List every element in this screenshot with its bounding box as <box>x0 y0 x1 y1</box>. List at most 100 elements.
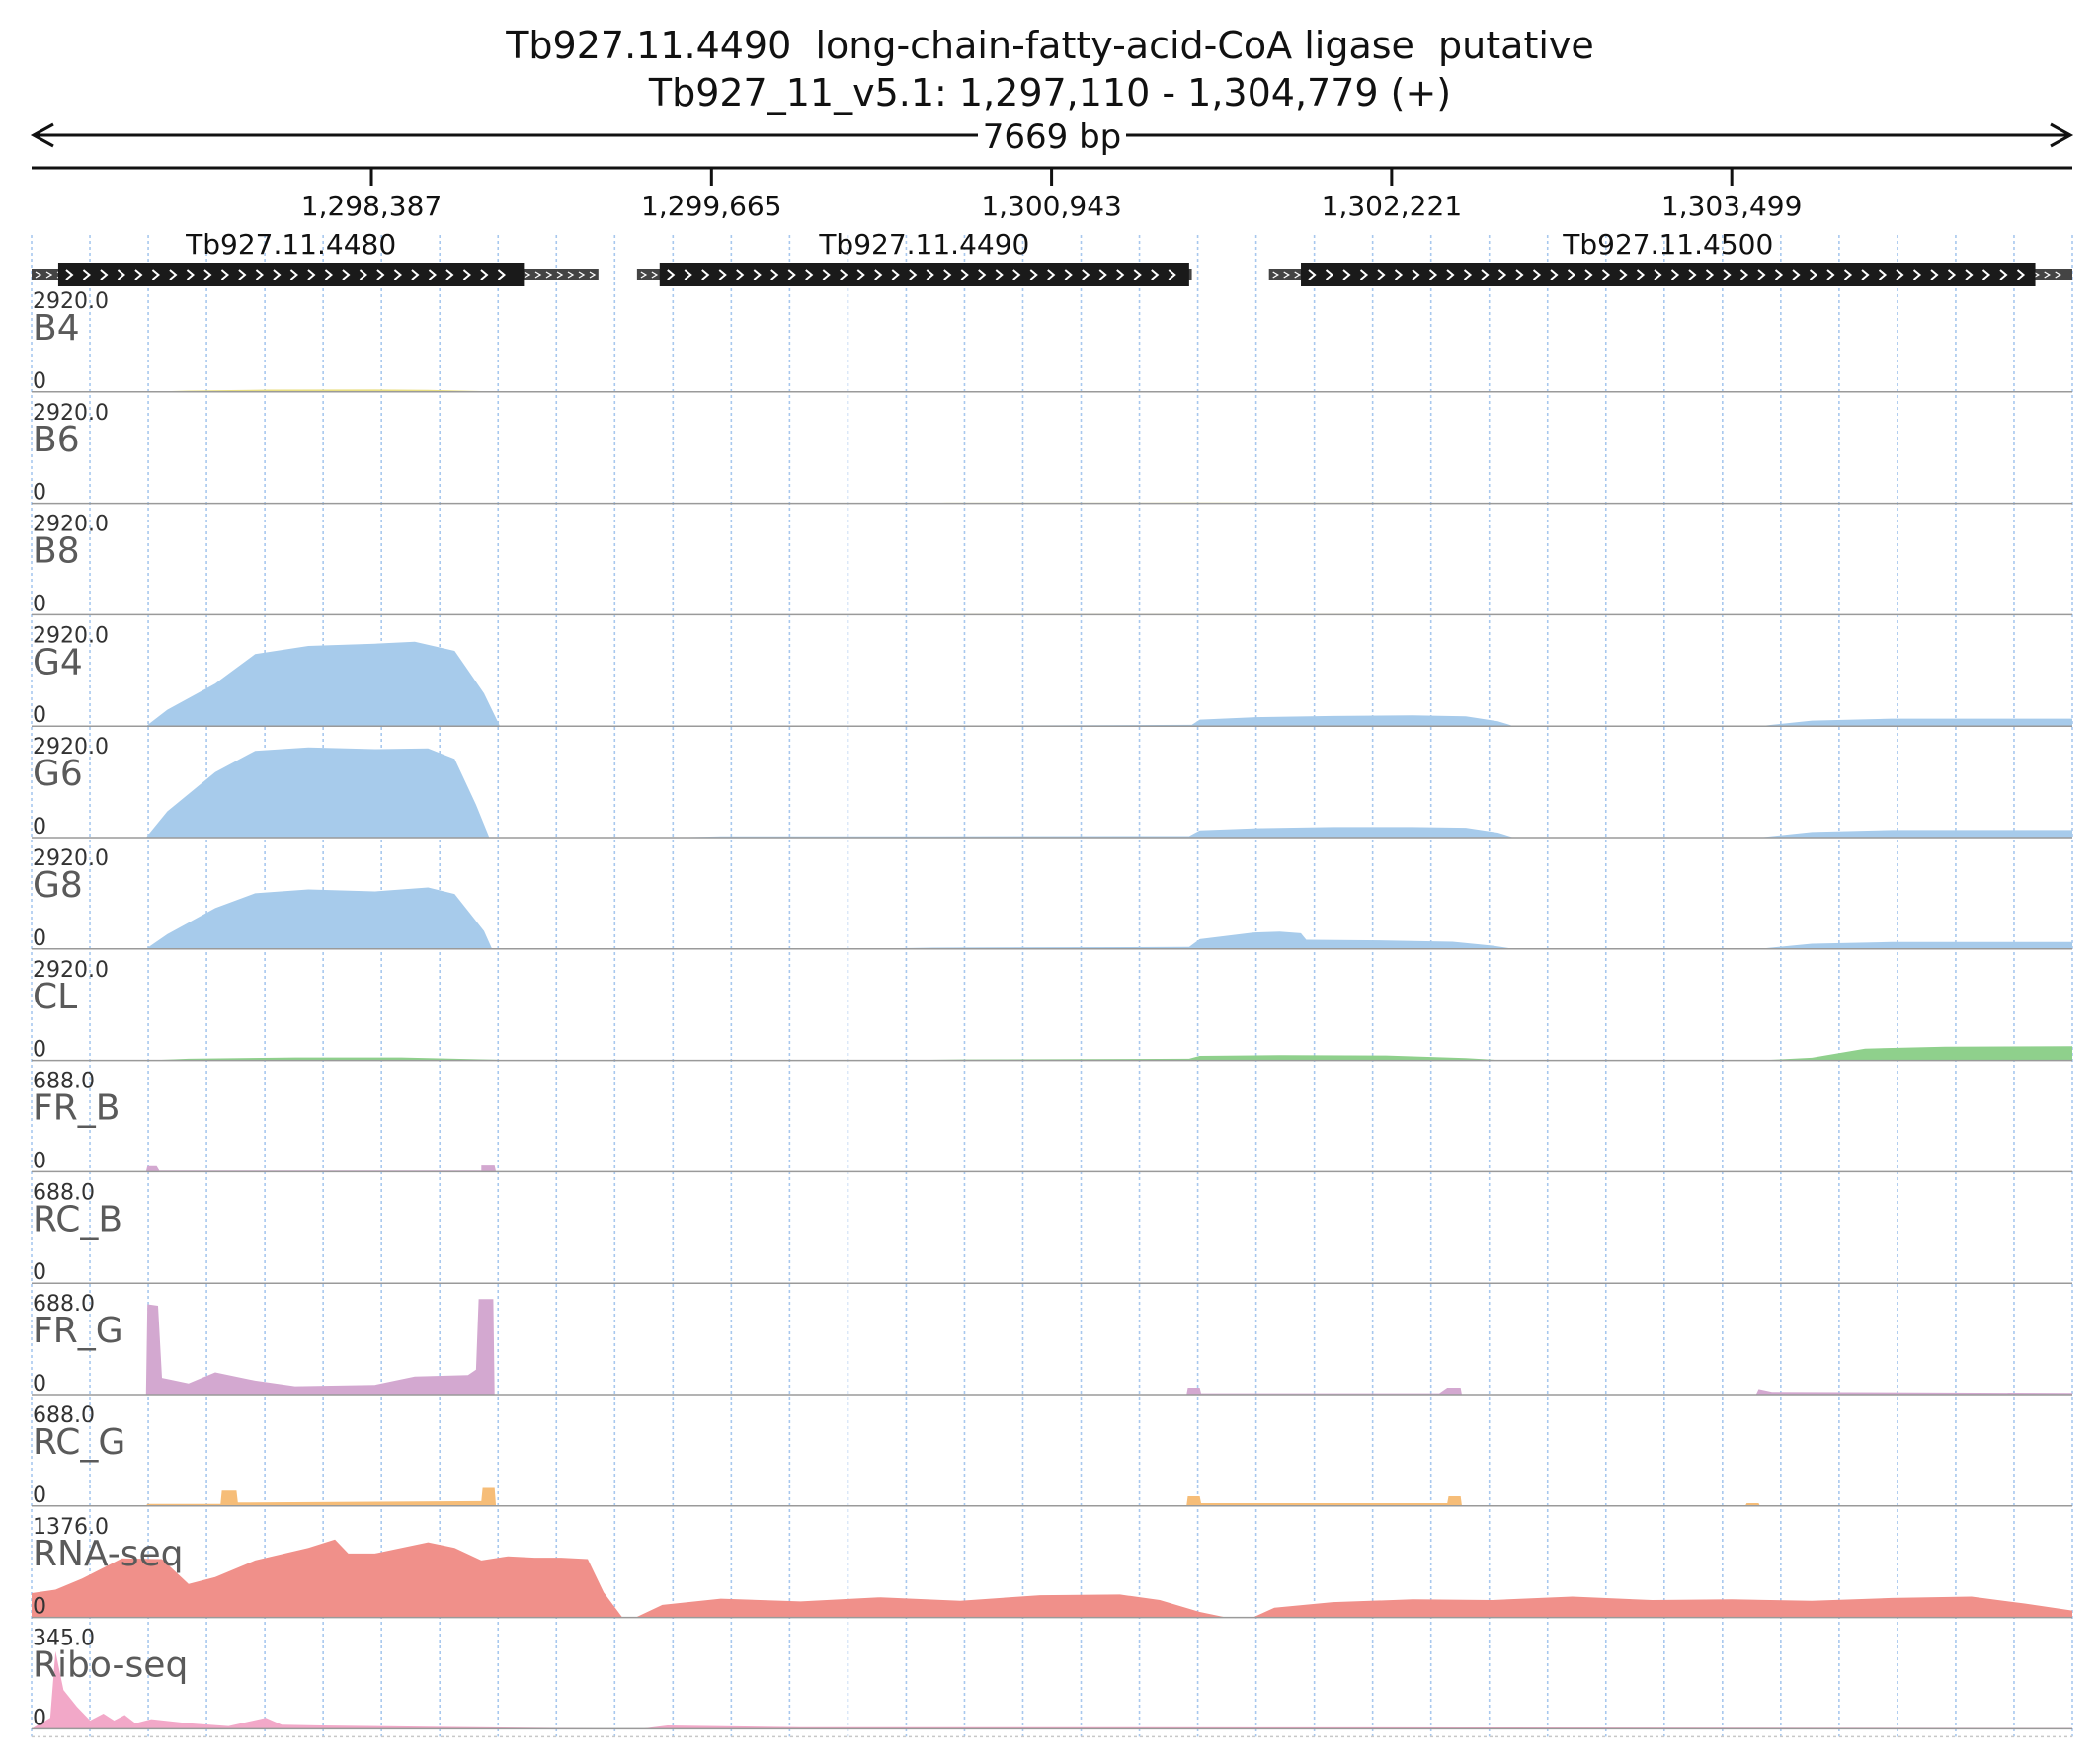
span-label: 7669 bp <box>983 118 1122 157</box>
track-max-label: 345.0 <box>33 1627 95 1651</box>
track-RNA-seq <box>32 1539 2072 1619</box>
strand-chevron-icon <box>1359 269 1369 280</box>
strand-chevron-icon <box>1342 269 1351 280</box>
strand-chevron-icon <box>1377 269 1386 280</box>
strand-chevron-icon <box>545 271 553 279</box>
axis-tick-label: 1,300,943 <box>981 190 1122 222</box>
axis-tick-label: 1,303,499 <box>1661 190 1803 222</box>
track-name-label: FR_B <box>33 1088 120 1129</box>
gene-label: Tb927.11.4480 <box>185 228 396 261</box>
strand-chevron-icon <box>1826 269 1835 280</box>
track-max-label: 688.0 <box>33 1070 95 1094</box>
strand-chevron-icon <box>684 269 692 280</box>
span-arrow-left-icon <box>30 122 54 148</box>
strand-chevron-icon <box>359 269 368 280</box>
strand-chevron-icon <box>909 269 918 280</box>
track-B4 <box>32 389 2072 393</box>
strand-chevron-icon <box>1064 269 1073 280</box>
strand-chevron-icon <box>1792 269 1801 280</box>
track-name-label: FR_G <box>33 1311 123 1351</box>
gene-cds <box>659 263 1189 286</box>
strand-chevron-icon <box>1550 269 1559 280</box>
strand-chevron-icon <box>1981 269 1991 280</box>
track-name-label: B8 <box>33 531 80 572</box>
coverage-area <box>32 641 2072 727</box>
strand-chevron-icon <box>497 269 507 280</box>
track-G6 <box>32 747 2072 839</box>
strand-chevron-icon <box>960 269 969 280</box>
strand-chevron-icon <box>1930 269 1939 280</box>
strand-chevron-icon <box>1082 269 1090 280</box>
strand-chevron-icon <box>1688 269 1697 280</box>
strand-chevron-icon <box>220 269 230 280</box>
strand-chevron-icon <box>1965 269 1974 280</box>
strand-chevron-icon <box>2016 269 2026 280</box>
strand-chevron-icon <box>1896 269 1904 280</box>
track-max-label: 688.0 <box>33 1180 95 1205</box>
track-min-label: 0 <box>33 1260 46 1285</box>
strand-chevron-icon <box>770 269 779 280</box>
strand-chevron-icon <box>1481 269 1490 280</box>
track-max-label: 2920.0 <box>33 958 109 983</box>
track-max-label: 2920.0 <box>33 513 109 537</box>
strand-chevron-icon <box>840 269 848 280</box>
strand-chevron-icon <box>255 269 265 280</box>
strand-chevron-icon <box>342 269 351 280</box>
axis-tick-label: 1,299,665 <box>641 190 782 222</box>
strand-chevron-icon <box>376 269 385 280</box>
track-name-label: G6 <box>33 754 83 794</box>
coverage-area <box>32 1299 2072 1395</box>
strand-chevron-icon <box>35 271 42 279</box>
strand-chevron-icon <box>556 271 564 279</box>
strand-chevron-icon <box>1584 269 1593 280</box>
strand-chevron-icon <box>1757 269 1766 280</box>
strand-chevron-icon <box>1739 269 1749 280</box>
track-min-label: 0 <box>33 369 46 394</box>
track-name-label: B6 <box>33 420 80 460</box>
track-min-label: 0 <box>33 1483 46 1508</box>
strand-chevron-icon <box>393 269 403 280</box>
span-arrow-right-icon <box>2050 122 2074 148</box>
strand-chevron-icon <box>2055 271 2061 279</box>
track-name-label: RC_G <box>33 1422 125 1463</box>
strand-chevron-icon <box>1723 269 1732 280</box>
track-max-label: 688.0 <box>33 1403 95 1428</box>
track-name-label: RC_B <box>33 1199 122 1240</box>
strand-chevron-icon <box>1532 269 1542 280</box>
strand-chevron-icon <box>805 269 814 280</box>
strand-chevron-icon <box>578 271 586 279</box>
gene-cds <box>57 263 525 286</box>
coverage-area <box>32 1650 2072 1729</box>
strand-chevron-icon <box>667 269 676 280</box>
strand-chevron-icon <box>82 269 92 280</box>
strand-chevron-icon <box>100 269 109 280</box>
track-max-label: 688.0 <box>33 1292 95 1317</box>
coverage-area <box>32 1046 2072 1061</box>
strand-chevron-icon <box>203 269 212 280</box>
track-Ribo-seq <box>32 1650 2072 1730</box>
strand-chevron-icon <box>718 269 727 280</box>
coverage-area <box>32 1487 2072 1506</box>
strand-chevron-icon <box>1947 269 1957 280</box>
strand-chevron-icon <box>943 269 952 280</box>
strand-chevron-icon <box>874 269 883 280</box>
grid-lines <box>31 235 2073 1737</box>
strand-chevron-icon <box>701 269 710 280</box>
strand-chevron-icon <box>1705 269 1715 280</box>
strand-chevron-icon <box>1116 269 1125 280</box>
strand-chevron-icon <box>324 269 334 280</box>
gene-Tb927.11.4490 <box>636 263 1192 286</box>
strand-chevron-icon <box>1912 269 1922 280</box>
coverage-area <box>32 1165 2072 1172</box>
axis-tick-label: 1,302,221 <box>1322 190 1463 222</box>
gene-Tb927.11.4500 <box>1268 263 2072 286</box>
strand-chevron-icon <box>1636 269 1646 280</box>
strand-chevron-icon <box>273 269 282 280</box>
track-min-label: 0 <box>33 703 46 728</box>
track-name-label: Ribo-seq <box>33 1645 188 1686</box>
track-FR_B <box>32 1165 2072 1173</box>
track-name-label: G8 <box>33 865 83 906</box>
strand-chevron-icon <box>640 271 648 279</box>
strand-chevron-icon <box>289 269 299 280</box>
strand-chevron-icon <box>1497 269 1507 280</box>
